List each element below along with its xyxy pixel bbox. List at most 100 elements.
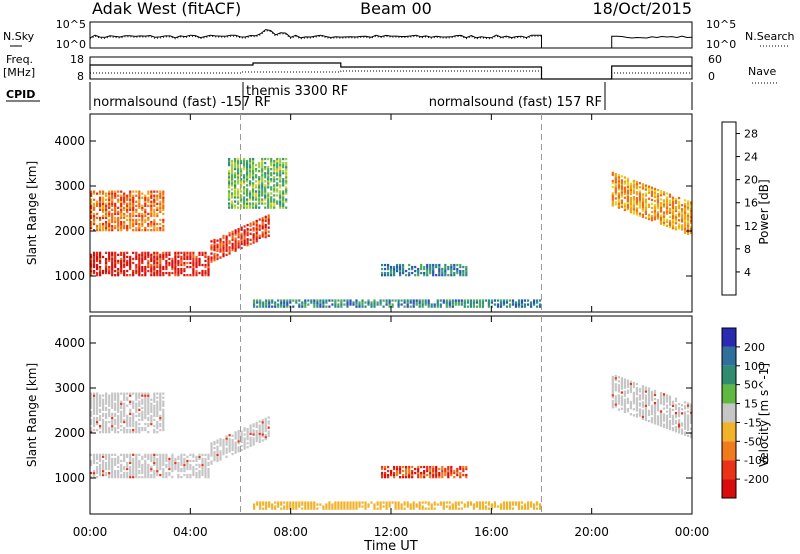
echo-cell bbox=[331, 503, 334, 506]
echo-cell bbox=[129, 206, 132, 209]
echo-cell bbox=[105, 412, 108, 416]
echo-cell bbox=[496, 303, 500, 306]
echo-cell bbox=[638, 186, 641, 189]
echo-cell bbox=[180, 259, 183, 263]
echo-cell bbox=[93, 253, 96, 256]
echo-cell bbox=[684, 431, 687, 434]
y-tick-label: 3000 bbox=[54, 381, 85, 395]
echo-cell bbox=[246, 172, 249, 175]
echo-cell bbox=[261, 159, 264, 163]
echo-cell bbox=[687, 232, 690, 235]
echo-cell bbox=[108, 192, 111, 195]
echo-cell bbox=[277, 505, 280, 508]
echo-cell bbox=[450, 471, 453, 475]
echo-cell bbox=[632, 189, 635, 193]
echo-cell bbox=[502, 503, 506, 506]
echo-cell bbox=[385, 505, 388, 508]
echo-cell bbox=[135, 204, 138, 207]
echo-cell bbox=[117, 404, 120, 407]
echo-cell bbox=[117, 396, 120, 399]
echo-cell bbox=[653, 204, 657, 207]
echo-cell bbox=[129, 420, 132, 424]
echo-cell bbox=[99, 269, 102, 273]
echo-cell bbox=[662, 413, 666, 416]
echo-cell bbox=[234, 196, 237, 199]
echo-cell bbox=[228, 157, 231, 161]
echo-cell bbox=[102, 269, 105, 273]
echo-cell bbox=[138, 190, 141, 193]
echo-cell bbox=[641, 401, 644, 404]
echo-cell bbox=[135, 426, 138, 430]
echo-cell bbox=[632, 381, 635, 385]
echo-cell bbox=[517, 299, 521, 302]
echo-cell bbox=[662, 419, 666, 422]
echo-cell bbox=[126, 428, 129, 432]
echo-cell bbox=[150, 263, 153, 267]
echo-cell bbox=[216, 253, 219, 256]
echo-cell bbox=[222, 438, 225, 442]
colorbar-swatch bbox=[722, 384, 736, 404]
echo-cell bbox=[641, 213, 644, 216]
echo-cell bbox=[222, 251, 225, 254]
echo-cell bbox=[399, 265, 402, 269]
echo-cell bbox=[394, 507, 397, 510]
echo-cell bbox=[273, 159, 276, 163]
echo-cell bbox=[219, 452, 222, 455]
echo-cell bbox=[249, 190, 252, 193]
echo-cell bbox=[153, 194, 156, 197]
echo-cell bbox=[684, 229, 687, 232]
echo-cell bbox=[331, 303, 334, 306]
echo-cell bbox=[231, 444, 234, 448]
echo-cell bbox=[451, 305, 454, 308]
echo-cell bbox=[165, 259, 168, 263]
echo-cell bbox=[144, 398, 147, 401]
echo-cell bbox=[129, 263, 132, 267]
echo-cell bbox=[316, 301, 319, 304]
echo-cell bbox=[641, 209, 644, 212]
echo-cell bbox=[96, 257, 99, 261]
echo-cell bbox=[659, 206, 663, 209]
echo-cell bbox=[408, 263, 411, 267]
echo-cell bbox=[129, 469, 132, 473]
echo-cell bbox=[195, 471, 198, 475]
echo-cell bbox=[252, 202, 255, 205]
echo-cell bbox=[135, 255, 138, 259]
echo-cell bbox=[105, 269, 108, 273]
echo-cell bbox=[304, 503, 307, 506]
echo-cell bbox=[174, 459, 177, 463]
echo-cell bbox=[231, 236, 234, 240]
echo-cell bbox=[412, 501, 415, 504]
echo-cell bbox=[279, 178, 282, 181]
echo-cell bbox=[487, 305, 490, 308]
echo-cell bbox=[406, 503, 409, 506]
echo-cell bbox=[611, 179, 614, 183]
echo-cell bbox=[426, 263, 429, 267]
colorbar-swatch bbox=[722, 328, 736, 347]
echo-cell bbox=[301, 303, 304, 306]
echo-cell bbox=[283, 505, 286, 508]
echo-cell bbox=[662, 219, 666, 222]
echo-cell bbox=[261, 170, 264, 173]
echo-cell bbox=[153, 398, 156, 401]
echo-cell bbox=[171, 467, 174, 471]
echo-cell bbox=[240, 232, 243, 235]
echo-cell bbox=[304, 507, 307, 510]
echo-cell bbox=[340, 507, 343, 510]
echo-cell bbox=[466, 305, 469, 308]
echo-cell bbox=[462, 271, 465, 275]
echo-cell bbox=[432, 467, 435, 471]
echo-cell bbox=[156, 469, 159, 473]
echo-cell bbox=[114, 251, 117, 254]
echo-cell bbox=[527, 303, 530, 306]
echo-cell bbox=[249, 176, 252, 179]
echo-cell bbox=[671, 225, 675, 228]
echo-cell bbox=[240, 196, 243, 199]
echo-cell bbox=[352, 505, 355, 508]
echo-cell bbox=[159, 457, 162, 461]
echo-cell bbox=[681, 424, 684, 427]
echo-cell bbox=[313, 501, 316, 504]
echo-cell bbox=[282, 172, 285, 175]
echo-cell bbox=[102, 414, 105, 418]
echo-cell bbox=[262, 305, 265, 308]
echo-cell bbox=[282, 178, 285, 181]
